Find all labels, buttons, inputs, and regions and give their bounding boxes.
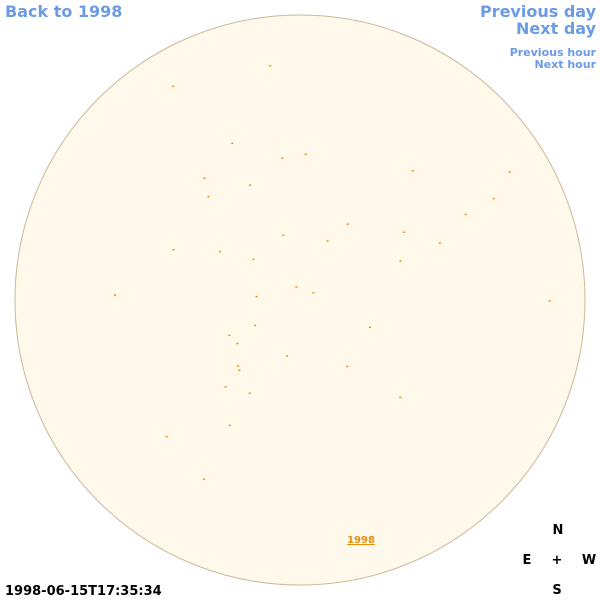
speck [172,85,175,88]
speck [402,231,405,233]
back-link[interactable]: Back to 1998 [5,2,122,21]
speck [231,142,234,145]
speck [238,369,241,372]
speck [228,424,231,427]
speck [207,195,210,198]
speck [219,250,222,253]
previous-day-link[interactable]: Previous day [480,2,597,21]
speck [249,184,252,186]
speck [438,242,441,244]
speck [236,342,239,345]
speck [304,153,307,156]
speck [281,157,284,159]
speck [326,240,329,242]
previous-hour-link[interactable]: Previous hour [510,46,597,59]
speck [368,326,371,329]
speck [224,386,227,388]
speck [508,171,511,173]
speck [399,396,402,399]
compass-west: W [582,553,596,568]
speck [255,295,258,298]
speck [548,300,551,302]
speck [114,294,117,296]
speck [312,291,315,294]
speck [286,355,289,357]
speck [203,177,206,180]
speck [346,365,349,368]
speck [254,324,257,327]
speck [399,260,402,262]
compass-east: E [523,553,532,568]
solar-disk [14,14,586,586]
speck [172,248,175,251]
year-link[interactable]: 1998 [347,535,375,546]
compass-north: N [553,523,564,538]
speck [411,169,414,172]
speck [346,223,349,225]
speck [202,478,205,480]
timestamp: 1998-06-15T17:35:34 [5,584,162,599]
speck [165,435,168,438]
speck [492,197,495,200]
speck [282,234,285,237]
speck [248,392,251,394]
speck [464,213,467,216]
compass-center: + [552,553,563,568]
next-day-link[interactable]: Next day [516,19,597,38]
speck [295,286,298,288]
speck [228,334,231,337]
speck [252,258,255,261]
active-regions [114,64,551,480]
speck [269,64,272,67]
compass-south: S [552,583,561,598]
next-hour-link[interactable]: Next hour [535,58,597,71]
speck [237,365,240,367]
